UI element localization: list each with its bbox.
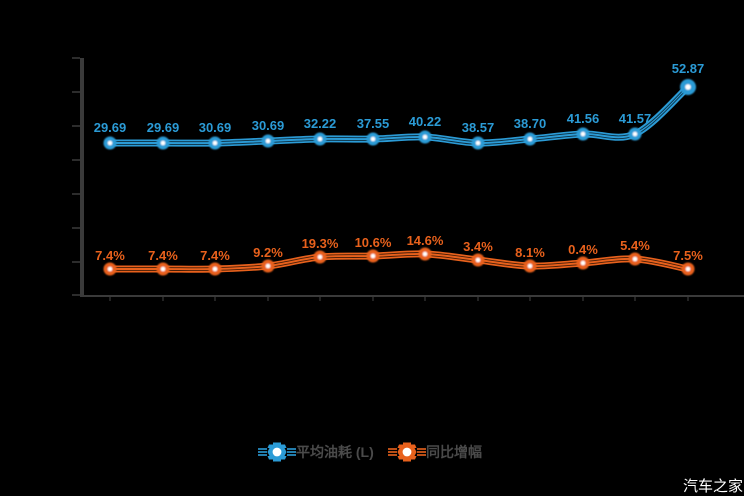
svg-text:19.3%: 19.3% bbox=[302, 236, 339, 251]
svg-text:7.5%: 7.5% bbox=[673, 248, 703, 263]
svg-text:同比增幅: 同比增幅 bbox=[426, 444, 482, 460]
svg-text:0.4%: 0.4% bbox=[568, 242, 598, 257]
svg-text:38.57: 38.57 bbox=[462, 120, 495, 135]
svg-text:7.4%: 7.4% bbox=[148, 248, 178, 263]
svg-text:7.4%: 7.4% bbox=[95, 248, 125, 263]
svg-text:29.69: 29.69 bbox=[94, 120, 127, 135]
svg-text:40.22: 40.22 bbox=[409, 114, 442, 129]
svg-text:30.69: 30.69 bbox=[252, 118, 285, 133]
svg-text:汽车之家: 汽车之家 bbox=[683, 478, 743, 495]
svg-text:41.57: 41.57 bbox=[619, 111, 652, 126]
svg-text:9.2%: 9.2% bbox=[253, 245, 283, 260]
svg-text:38.70: 38.70 bbox=[514, 116, 547, 131]
svg-text:37.55: 37.55 bbox=[357, 116, 390, 131]
svg-text:52.87: 52.87 bbox=[672, 61, 705, 76]
svg-text:10.6%: 10.6% bbox=[355, 235, 392, 250]
svg-text:29.69: 29.69 bbox=[147, 120, 180, 135]
svg-text:8.1%: 8.1% bbox=[515, 245, 545, 260]
svg-text:41.56: 41.56 bbox=[567, 111, 600, 126]
svg-text:30.69: 30.69 bbox=[199, 120, 232, 135]
svg-text:7.4%: 7.4% bbox=[200, 248, 230, 263]
svg-text:32.22: 32.22 bbox=[304, 116, 337, 131]
svg-text:3.4%: 3.4% bbox=[463, 239, 493, 254]
svg-text:14.6%: 14.6% bbox=[407, 233, 444, 248]
svg-text:平均油耗 (L): 平均油耗 (L) bbox=[296, 444, 374, 460]
svg-text:5.4%: 5.4% bbox=[620, 238, 650, 253]
